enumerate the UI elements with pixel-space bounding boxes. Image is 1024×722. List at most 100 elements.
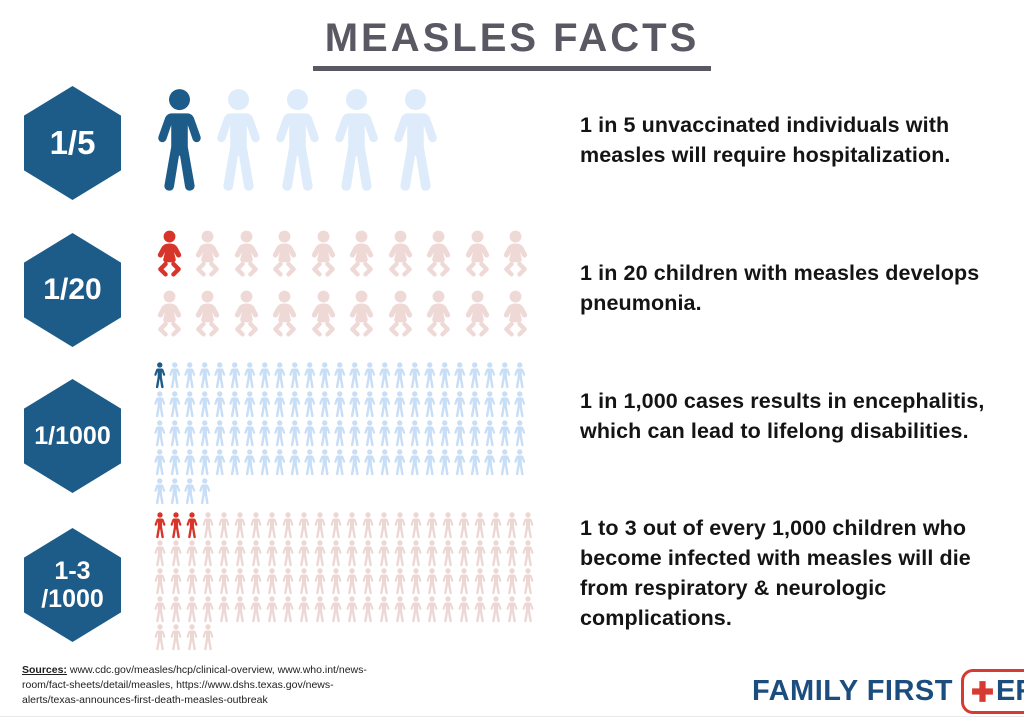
person-icon xyxy=(489,540,503,567)
person-icon xyxy=(288,449,302,476)
person-icon xyxy=(185,512,199,539)
pictogram-grid-death xyxy=(152,512,536,652)
person-icon xyxy=(169,540,183,567)
person-icon xyxy=(318,420,332,447)
person-icon xyxy=(457,540,471,567)
person-icon xyxy=(153,449,167,476)
pictogram-grid-pneumonia xyxy=(150,230,535,350)
person-icon xyxy=(185,624,199,651)
person-icon xyxy=(521,568,535,595)
person-icon xyxy=(213,449,227,476)
person-icon xyxy=(393,540,407,567)
logo-er-text: ER xyxy=(995,675,1024,707)
baby-icon xyxy=(229,290,264,337)
baby-icon xyxy=(421,230,456,277)
person-icon xyxy=(393,391,407,418)
person-icon xyxy=(513,449,527,476)
person-icon xyxy=(438,362,452,389)
person-icon xyxy=(201,540,215,567)
person-icon xyxy=(377,540,391,567)
baby-icon xyxy=(383,290,418,337)
person-icon xyxy=(345,512,359,539)
baby-icon xyxy=(152,230,187,277)
person-icon xyxy=(318,449,332,476)
person-icon xyxy=(425,568,439,595)
person-icon xyxy=(348,391,362,418)
person-icon xyxy=(198,420,212,447)
person-icon xyxy=(363,391,377,418)
person-icon xyxy=(408,420,422,447)
person-icon xyxy=(393,568,407,595)
person-icon xyxy=(153,624,167,651)
person-icon xyxy=(329,596,343,623)
person-icon xyxy=(281,540,295,567)
family-first-er-logo: FAMILY FIRST ER xyxy=(752,669,1024,714)
person-icon xyxy=(217,568,231,595)
baby-icon xyxy=(344,290,379,337)
baby-icon xyxy=(267,230,302,277)
person-icon xyxy=(183,449,197,476)
person-icon xyxy=(249,596,263,623)
person-icon xyxy=(345,540,359,567)
person-icon xyxy=(169,512,183,539)
person-icon xyxy=(378,449,392,476)
baby-icon xyxy=(190,230,225,277)
person-icon xyxy=(409,512,423,539)
person-icon xyxy=(265,596,279,623)
person-icon xyxy=(313,568,327,595)
person-icon xyxy=(377,568,391,595)
baby-icon xyxy=(383,230,418,277)
person-icon xyxy=(345,568,359,595)
baby-icon xyxy=(306,290,341,337)
person-icon xyxy=(408,362,422,389)
page-title: MEASLES FACTS xyxy=(312,16,712,71)
person-icon xyxy=(198,391,212,418)
person-icon xyxy=(521,596,535,623)
person-icon xyxy=(363,449,377,476)
pictogram-grid-hospitalization xyxy=(150,88,445,200)
fact-text-encephalitis: 1 in 1,000 cases results in encephalitis… xyxy=(580,389,985,443)
person-icon xyxy=(441,512,455,539)
person-icon xyxy=(329,568,343,595)
person-icon xyxy=(409,540,423,567)
person-icon xyxy=(271,88,324,194)
person-icon xyxy=(169,596,183,623)
person-icon xyxy=(408,449,422,476)
person-icon xyxy=(441,596,455,623)
person-icon xyxy=(423,449,437,476)
person-icon xyxy=(213,362,227,389)
person-icon xyxy=(185,568,199,595)
person-icon xyxy=(313,512,327,539)
baby-icon xyxy=(190,290,225,337)
person-icon xyxy=(393,449,407,476)
person-icon xyxy=(393,362,407,389)
person-icon xyxy=(258,391,272,418)
person-icon xyxy=(303,391,317,418)
person-icon xyxy=(393,596,407,623)
logo-family-first-text: FAMILY FIRST xyxy=(752,675,953,707)
person-icon xyxy=(361,596,375,623)
person-icon xyxy=(168,449,182,476)
person-icon xyxy=(505,540,519,567)
person-icon xyxy=(468,420,482,447)
person-icon xyxy=(198,362,212,389)
person-icon xyxy=(153,88,206,194)
person-icon xyxy=(348,449,362,476)
person-icon xyxy=(281,568,295,595)
person-icon xyxy=(168,362,182,389)
person-icon xyxy=(169,568,183,595)
person-icon xyxy=(249,568,263,595)
person-icon xyxy=(361,540,375,567)
person-icon xyxy=(273,391,287,418)
person-icon xyxy=(183,420,197,447)
sources-block: Sources: www.cdc.gov/measles/hcp/clinica… xyxy=(22,663,424,707)
person-icon xyxy=(297,596,311,623)
person-icon xyxy=(483,391,497,418)
person-icon xyxy=(441,540,455,567)
person-icon xyxy=(273,449,287,476)
ratio-badge-1-in-20: 1/20 xyxy=(24,233,121,347)
person-icon xyxy=(423,391,437,418)
person-icon xyxy=(243,362,257,389)
person-icon xyxy=(288,420,302,447)
